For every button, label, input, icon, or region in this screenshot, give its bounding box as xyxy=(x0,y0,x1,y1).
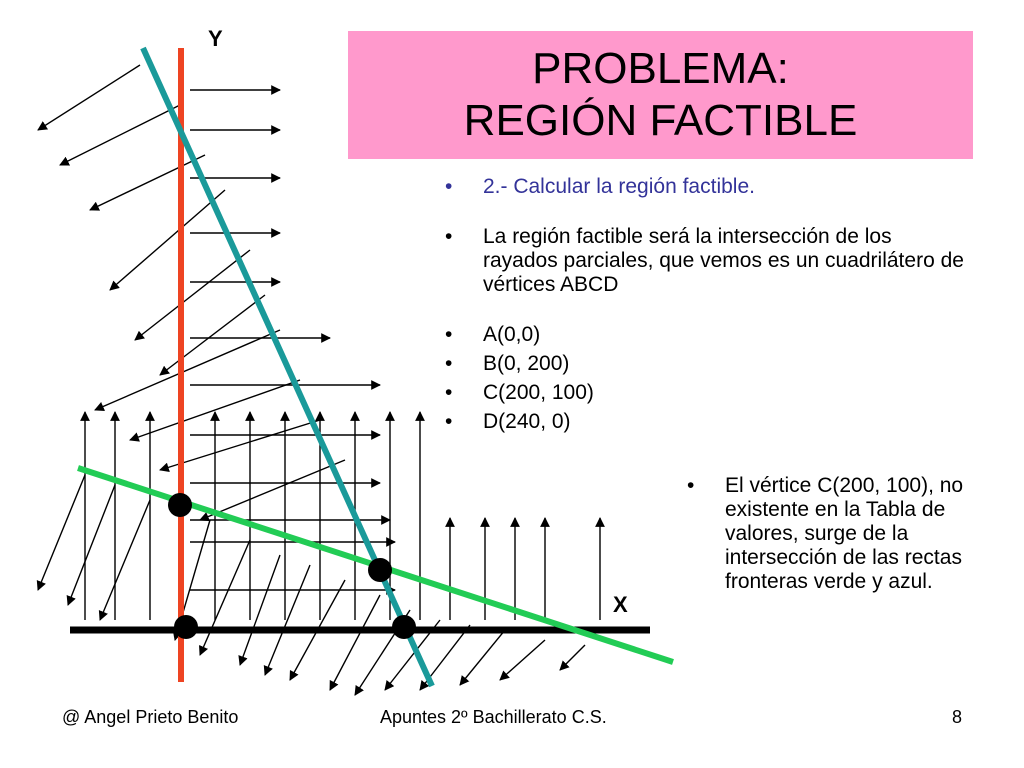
bullet-list: 2.- Calcular la región factible. La regi… xyxy=(445,175,965,439)
footer-page-number: 8 xyxy=(952,707,963,727)
hatch-arrow-up-left xyxy=(199,459,346,522)
hatch-arrow-up-left xyxy=(109,189,226,291)
hatch-arrow-up-left xyxy=(159,419,321,473)
hatch-arrow-down-left xyxy=(238,554,281,666)
hatch-arrow-down-left xyxy=(329,594,381,691)
vertex-b-bullet: B(0, 200) xyxy=(445,352,965,376)
title-line-1: PROBLEMA: xyxy=(532,44,789,93)
hatch-arrow-down-left xyxy=(559,644,586,671)
title-box: PROBLEMA: REGIÓN FACTIBLE xyxy=(348,31,973,159)
hatch-arrows-up-left xyxy=(37,64,346,522)
note-list: El vértice C(200, 100), no existente en … xyxy=(687,474,977,594)
hatch-arrow-down-left xyxy=(98,499,151,621)
vertex-note-bullet: El vértice C(200, 100), no existente en … xyxy=(687,474,977,594)
x-axis-label: X xyxy=(613,592,628,617)
hatch-arrow-down-left xyxy=(459,629,506,686)
vertex-a-bullet: A(0,0) xyxy=(445,323,965,347)
vertex-b-point xyxy=(168,493,192,517)
hatch-arrow-down-left xyxy=(499,639,546,681)
hatch-arrow-up-left xyxy=(59,104,181,166)
hatch-arrows-down-left xyxy=(36,474,586,696)
hatch-arrow-up-left xyxy=(89,154,206,211)
y-axis-label: Y xyxy=(208,26,223,51)
footer-author: @ Angel Prieto Benito xyxy=(62,707,239,727)
hatch-arrow-down-left xyxy=(199,539,251,656)
step-bullet: 2.- Calcular la región factible. xyxy=(445,175,965,199)
hatch-arrow-up-left xyxy=(159,294,266,376)
hatch-arrows-up xyxy=(80,411,605,620)
hatch-arrow-up-left xyxy=(37,64,141,131)
vertex-d-point xyxy=(392,615,416,639)
vertex-c-point xyxy=(368,558,392,582)
hatch-arrow-down-left xyxy=(66,484,116,606)
description-bullet: La región factible será la intersección … xyxy=(445,225,965,297)
hatch-arrow-up-left xyxy=(94,329,281,411)
hatch-arrow-down-left xyxy=(263,564,311,676)
vertex-c-bullet: C(200, 100) xyxy=(445,381,965,405)
vertex-a-point xyxy=(174,615,198,639)
hatch-arrow-up-left xyxy=(134,249,251,341)
hatch-arrow-down-left xyxy=(36,474,86,591)
hatch-arrow-up-left xyxy=(129,379,301,442)
footer-course: Apuntes 2º Bachillerato C.S. xyxy=(380,707,607,727)
title-line-2: REGIÓN FACTIBLE xyxy=(463,96,858,145)
vertex-d-bullet: D(240, 0) xyxy=(445,410,965,434)
